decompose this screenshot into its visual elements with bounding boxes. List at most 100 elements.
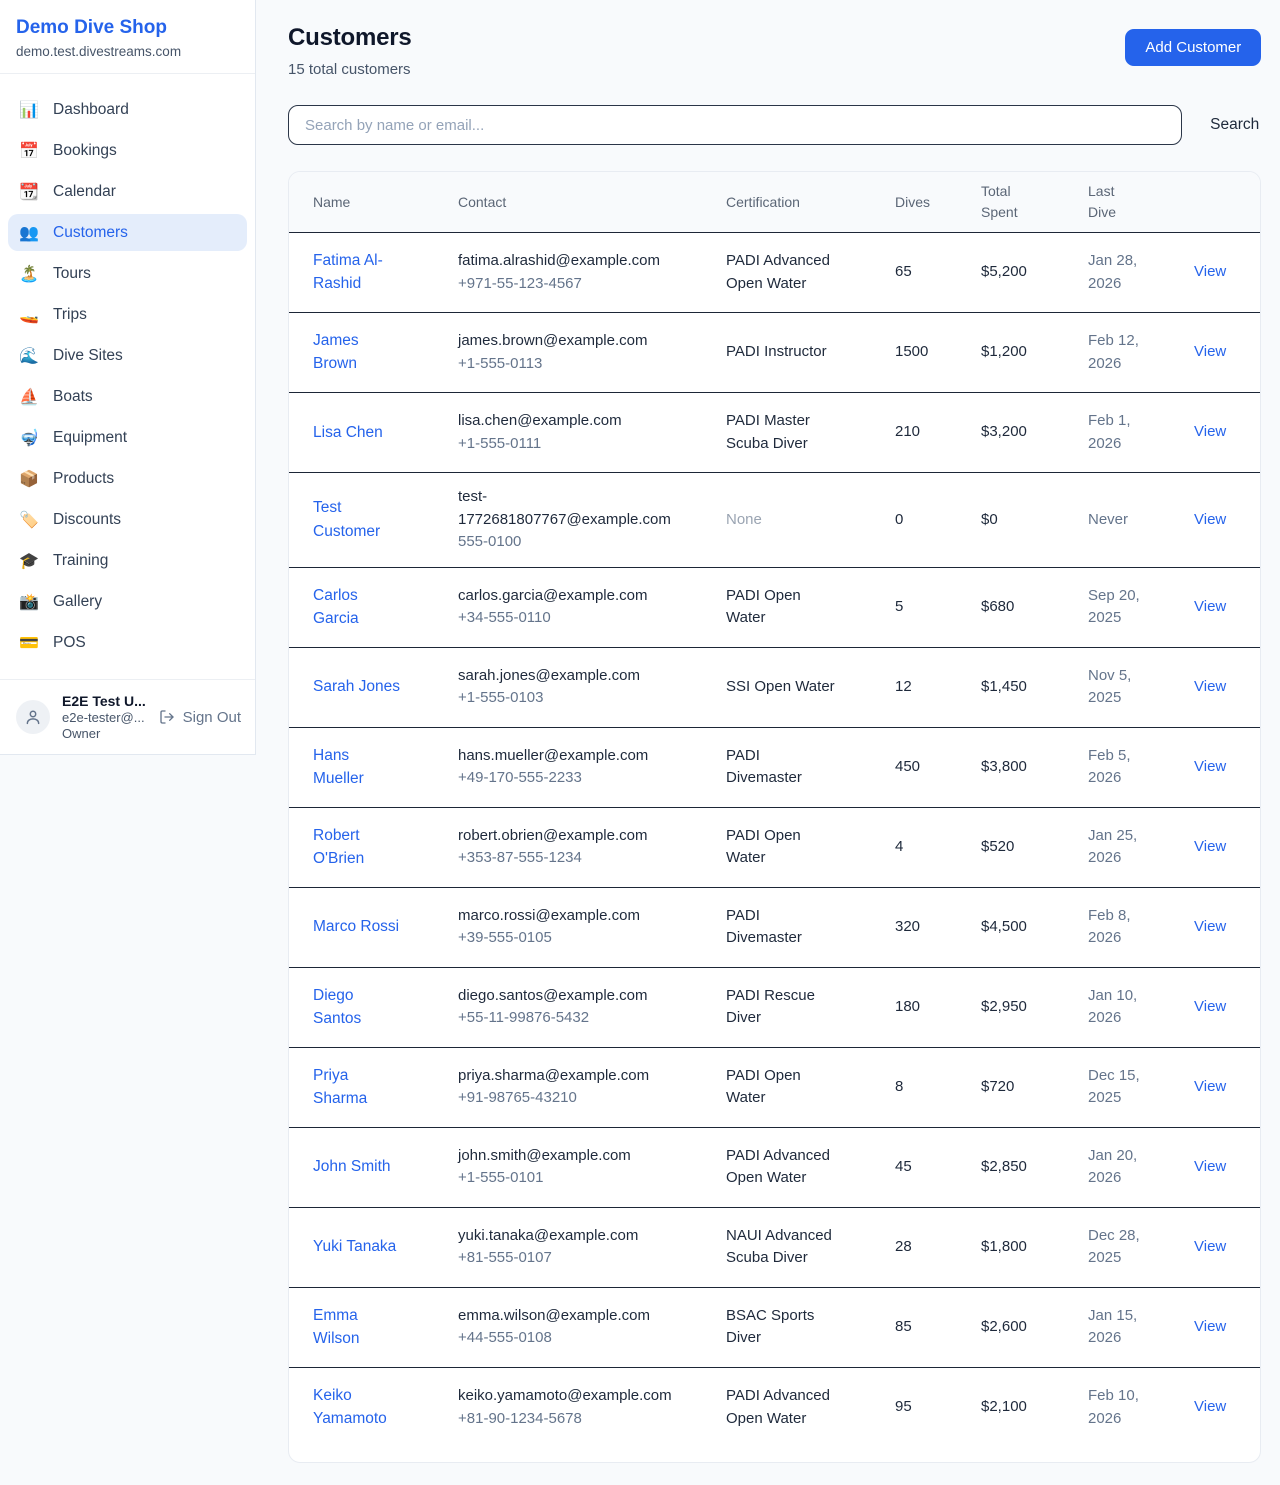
table-row: James Brown james.brown@example.com +1-5… xyxy=(289,313,1261,393)
customer-total-spent: $3,800 xyxy=(981,757,1027,775)
column-header-name: Name xyxy=(313,193,351,210)
sidebar-item-dashboard[interactable]: 📊 Dashboard xyxy=(8,91,247,128)
sidebar-item-equipment[interactable]: 🤿 Equipment xyxy=(8,419,247,456)
customer-name-link[interactable]: Yuki Tanaka xyxy=(313,1238,397,1256)
customer-name-link[interactable]: Fatima Al-Rashid xyxy=(313,252,383,293)
customer-dives: 1500 xyxy=(895,343,929,361)
customer-name-link[interactable]: Diego Santos xyxy=(313,986,362,1027)
customer-last-dive: Never xyxy=(1088,510,1129,528)
brand-name[interactable]: Demo Dive Shop xyxy=(16,17,167,38)
view-link[interactable]: View xyxy=(1194,510,1227,528)
table-row: Diego Santos diego.santos@example.com +5… xyxy=(289,968,1261,1048)
view-link[interactable]: View xyxy=(1194,837,1227,855)
customer-name-link[interactable]: James Brown xyxy=(313,332,359,373)
search-button[interactable]: Search xyxy=(1208,110,1261,140)
customer-certification: PADI Advanced Open Water xyxy=(726,1387,830,1427)
sidebar-item-label: Tours xyxy=(53,264,91,282)
customer-email: priya.sharma@example.com xyxy=(458,1066,650,1084)
customer-phone: +971-55-123-4567 xyxy=(458,274,582,292)
customer-name-link[interactable]: Sarah Jones xyxy=(313,678,401,696)
view-link[interactable]: View xyxy=(1194,1157,1227,1175)
customer-total-spent: $2,950 xyxy=(981,997,1027,1015)
customer-certification: SSI Open Water xyxy=(726,677,835,695)
sidebar-item-customers[interactable]: 👥 Customers xyxy=(8,214,247,251)
user-meta: E2E Test U... e2e-tester@... Owner xyxy=(62,693,147,741)
sidebar-item-gallery[interactable]: 📸 Gallery xyxy=(8,583,247,620)
customer-phone: +91-98765-43210 xyxy=(458,1089,577,1106)
sign-out-button[interactable]: Sign Out xyxy=(159,709,241,726)
customer-dives: 95 xyxy=(895,1398,912,1416)
table-row: Sarah Jones sarah.jones@example.com +1-5… xyxy=(289,648,1261,728)
customer-dives: 5 xyxy=(895,597,904,615)
view-link[interactable]: View xyxy=(1194,1237,1227,1255)
customer-name-link[interactable]: Priya Sharma xyxy=(313,1066,368,1107)
view-link[interactable]: View xyxy=(1194,343,1227,361)
customer-name-link[interactable]: Keiko Yamamoto xyxy=(313,1387,387,1428)
sidebar-item-trips[interactable]: 🚤 Trips xyxy=(8,296,247,333)
customer-name-link[interactable]: Hans Mueller xyxy=(313,746,364,787)
customer-dives: 28 xyxy=(895,1237,912,1255)
user-name: E2E Test U... xyxy=(62,693,146,709)
sidebar-item-label: Products xyxy=(53,469,115,487)
table-row: Hans Mueller hans.mueller@example.com +4… xyxy=(289,728,1261,808)
customer-name-link[interactable]: John Smith xyxy=(313,1158,391,1176)
customer-name-link[interactable]: Emma Wilson xyxy=(313,1306,360,1347)
sidebar-item-dive-sites[interactable]: 🌊 Dive Sites xyxy=(8,337,247,374)
sidebar-item-label: POS xyxy=(53,633,86,651)
customer-total-spent: $0 xyxy=(981,510,998,528)
view-link[interactable]: View xyxy=(1194,597,1227,615)
customer-phone: +1-555-0103 xyxy=(458,689,544,706)
user-role: Owner xyxy=(62,726,101,741)
table-header-row: Name Contact Certification Dives Total S… xyxy=(289,172,1261,233)
view-link[interactable]: View xyxy=(1194,423,1227,441)
column-header-dives: Dives xyxy=(895,193,931,210)
view-link[interactable]: View xyxy=(1194,1398,1227,1416)
customer-phone: +44-555-0108 xyxy=(458,1329,552,1346)
main-content: Customers 15 total customers Add Custome… xyxy=(256,0,1280,1483)
customer-total-spent: $720 xyxy=(981,1077,1015,1095)
customer-name-link[interactable]: Carlos Garcia xyxy=(313,586,359,627)
customer-certification: PADI Advanced Open Water xyxy=(726,252,830,292)
customer-total-spent: $680 xyxy=(981,597,1015,615)
table-body: Fatima Al-Rashid fatima.alrashid@example… xyxy=(289,233,1261,1448)
customer-count: 15 total customers xyxy=(288,61,411,78)
customer-name-link[interactable]: Test Customer xyxy=(313,499,381,540)
sidebar-item-tours[interactable]: 🏝️ Tours xyxy=(8,255,247,292)
view-link[interactable]: View xyxy=(1194,997,1227,1015)
customer-name-link[interactable]: Lisa Chen xyxy=(313,423,383,441)
sidebar-item-bookings[interactable]: 📅 Bookings xyxy=(8,132,247,169)
view-link[interactable]: View xyxy=(1194,1317,1227,1335)
customer-last-dive: Jan 10, 2026 xyxy=(1088,986,1138,1027)
page-title: Customers xyxy=(288,24,412,51)
column-header-last-dive: Last Dive xyxy=(1088,183,1117,220)
sidebar-nav: 📊 Dashboard 📅 Bookings 📆 Calendar 👥 Cust… xyxy=(0,74,255,679)
gallery-icon: 📸 xyxy=(19,592,39,611)
customer-email: robert.obrien@example.com xyxy=(458,826,648,844)
sidebar-item-pos[interactable]: 💳 POS xyxy=(8,624,247,661)
sidebar-item-boats[interactable]: ⛵ Boats xyxy=(8,378,247,415)
customer-certification: PADI Rescue Diver xyxy=(726,986,815,1027)
view-link[interactable]: View xyxy=(1194,917,1227,935)
customer-last-dive: Dec 28, 2025 xyxy=(1088,1226,1140,1267)
sidebar-item-calendar[interactable]: 📆 Calendar xyxy=(8,173,247,210)
add-customer-button[interactable]: Add Customer xyxy=(1125,29,1262,66)
customer-name-link[interactable]: Robert O'Brien xyxy=(313,826,365,867)
search-row: Search xyxy=(288,105,1261,145)
customer-certification: PADI Advanced Open Water xyxy=(726,1146,830,1187)
customer-certification: BSAC Sports Diver xyxy=(726,1306,815,1347)
sidebar-item-products[interactable]: 📦 Products xyxy=(8,460,247,497)
search-input[interactable] xyxy=(288,105,1183,145)
customer-total-spent: $2,600 xyxy=(981,1317,1027,1335)
customer-email: fatima.alrashid@example.com xyxy=(458,252,660,269)
sidebar-item-training[interactable]: 🎓 Training xyxy=(8,542,247,579)
sidebar-item-discounts[interactable]: 🏷️ Discounts xyxy=(8,501,247,538)
view-link[interactable]: View xyxy=(1194,263,1227,281)
view-link[interactable]: View xyxy=(1194,677,1227,695)
customer-email: emma.wilson@example.com xyxy=(458,1306,650,1324)
customer-dives: 12 xyxy=(895,677,912,695)
customer-name-link[interactable]: Marco Rossi xyxy=(313,918,400,936)
view-link[interactable]: View xyxy=(1194,757,1227,775)
view-link[interactable]: View xyxy=(1194,1077,1227,1095)
customer-total-spent: $1,200 xyxy=(981,343,1027,361)
